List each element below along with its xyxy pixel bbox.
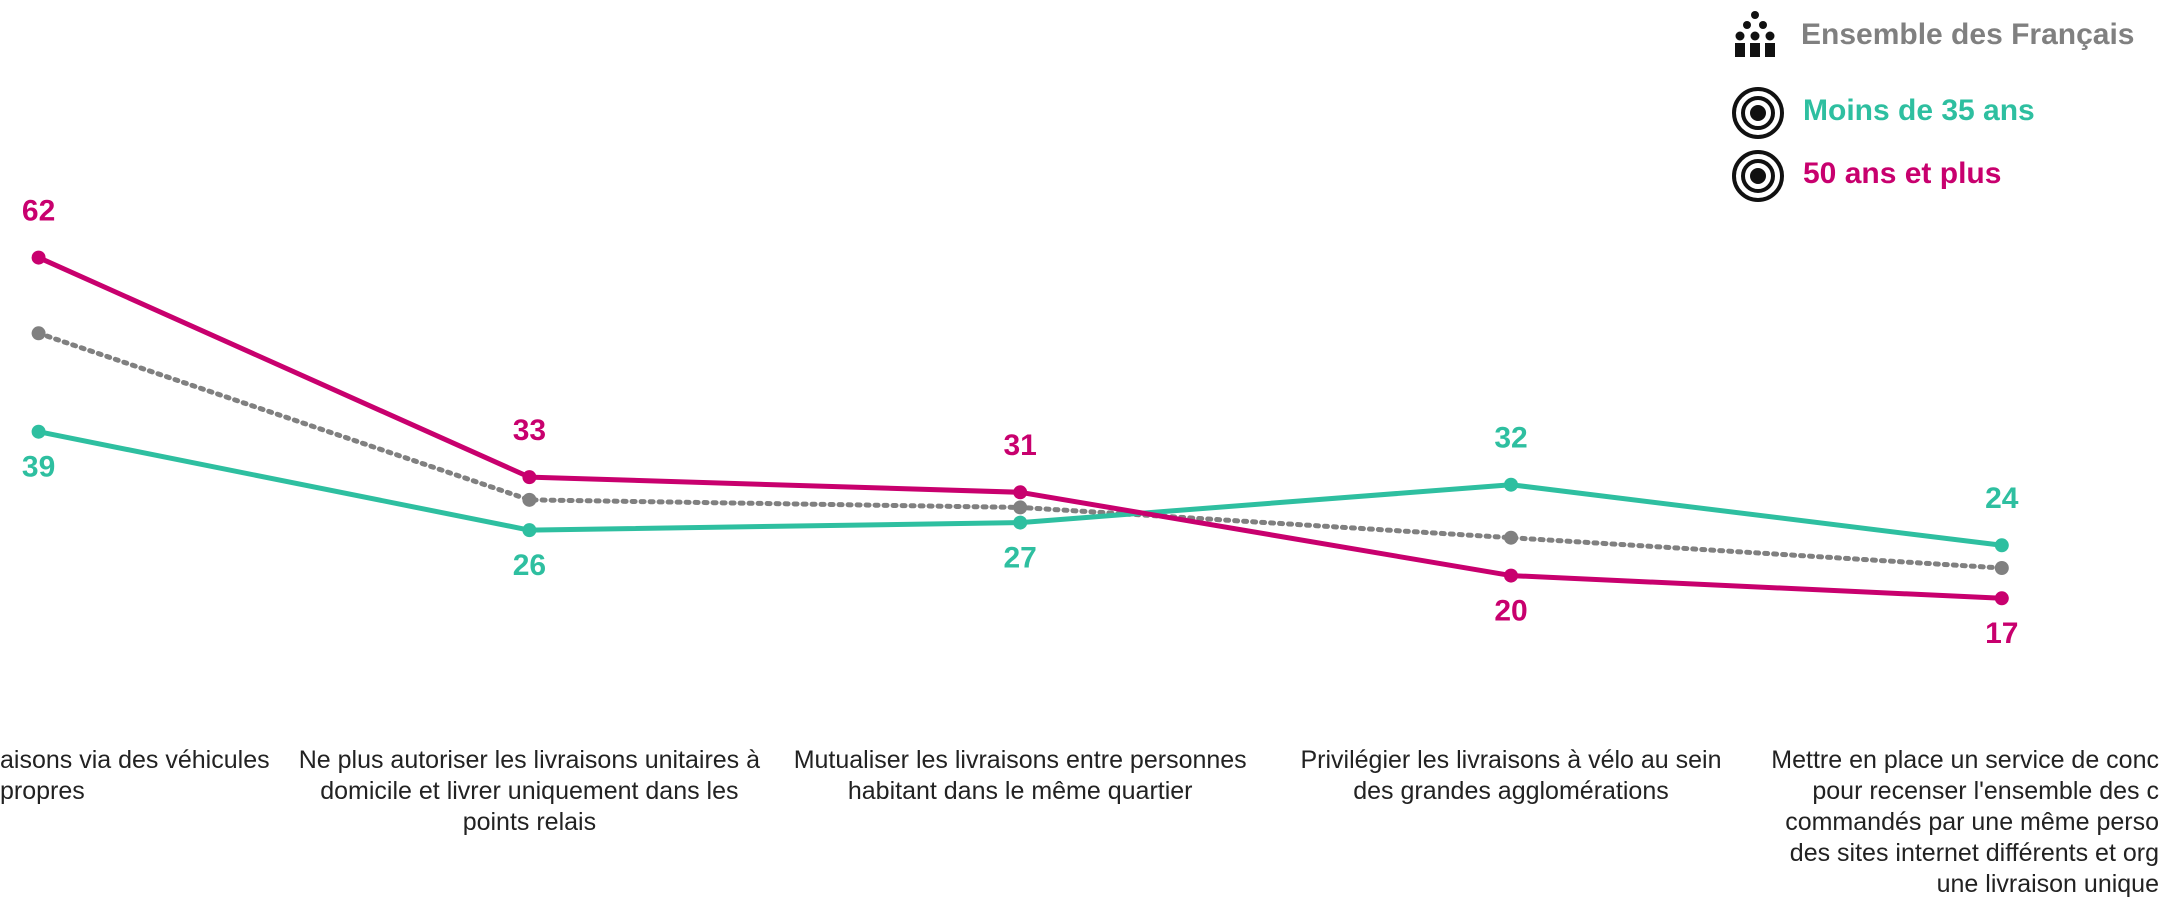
x-tick-label: aisons via des véhicules propres — [0, 746, 270, 805]
point — [1994, 538, 2009, 553]
x-tick-label: Mettre en place un service de conc pour … — [1771, 746, 2159, 898]
legend-label: Moins de 35 ans — [1803, 94, 2035, 127]
legend-label: 50 ans et plus — [1803, 157, 2002, 190]
point — [1504, 477, 1518, 492]
data-label: 31 — [1004, 429, 1037, 462]
data-label: 33 — [513, 414, 546, 447]
legend-icon-target — [1732, 87, 1784, 139]
data-label: 17 — [1985, 617, 2018, 650]
legend-icon-people — [1735, 11, 1775, 57]
data-label: 39 — [22, 451, 55, 484]
point — [522, 492, 537, 507]
point — [31, 424, 46, 439]
point — [31, 250, 46, 265]
point — [31, 326, 46, 341]
data-label: 27 — [1004, 541, 1037, 574]
legend-icon-target — [1732, 150, 1784, 202]
legend-label: Ensemble des Français — [1801, 18, 2135, 51]
point — [1013, 500, 1028, 515]
point — [1013, 515, 1028, 530]
x-tick-label: Privilégier les livraisons à vélo au sei… — [1300, 746, 1722, 805]
point — [1504, 530, 1518, 545]
x-tick-label: Mutualiser les livraisons entre personne… — [793, 746, 1247, 805]
data-label: 26 — [513, 549, 546, 582]
data-label: 62 — [22, 194, 55, 227]
point — [1504, 568, 1518, 583]
x-tick-label: Ne plus autoriser les livraisons unitair… — [298, 746, 761, 836]
point — [522, 470, 537, 485]
data-label: 32 — [1494, 422, 1527, 455]
data-label: 24 — [1985, 482, 2019, 515]
point — [1994, 561, 2009, 575]
point — [1013, 485, 1028, 500]
data-label: 20 — [1494, 594, 1527, 627]
point — [522, 523, 537, 538]
point — [1994, 591, 2009, 606]
